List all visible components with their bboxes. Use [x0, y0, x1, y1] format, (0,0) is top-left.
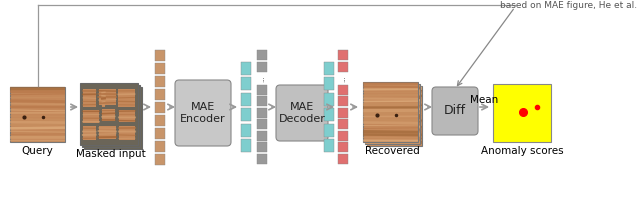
Text: Masked input: Masked input: [76, 149, 146, 159]
FancyBboxPatch shape: [257, 96, 267, 106]
FancyBboxPatch shape: [338, 108, 348, 118]
FancyBboxPatch shape: [241, 124, 251, 137]
FancyBboxPatch shape: [324, 93, 334, 106]
FancyBboxPatch shape: [432, 87, 478, 135]
FancyBboxPatch shape: [241, 77, 251, 90]
FancyBboxPatch shape: [155, 49, 165, 60]
FancyBboxPatch shape: [363, 82, 418, 142]
Text: based on MAE figure, He et al.: based on MAE figure, He et al.: [500, 1, 637, 10]
Text: ...: ...: [259, 75, 265, 82]
FancyBboxPatch shape: [257, 119, 267, 129]
FancyBboxPatch shape: [155, 75, 165, 86]
FancyBboxPatch shape: [257, 154, 267, 164]
FancyBboxPatch shape: [241, 108, 251, 121]
FancyBboxPatch shape: [155, 101, 165, 112]
FancyBboxPatch shape: [10, 87, 65, 142]
FancyBboxPatch shape: [175, 80, 231, 146]
FancyBboxPatch shape: [338, 50, 348, 60]
FancyBboxPatch shape: [493, 84, 551, 142]
FancyBboxPatch shape: [338, 119, 348, 129]
FancyBboxPatch shape: [367, 86, 422, 146]
FancyBboxPatch shape: [80, 83, 138, 145]
FancyBboxPatch shape: [338, 142, 348, 152]
FancyBboxPatch shape: [155, 127, 165, 138]
FancyBboxPatch shape: [257, 142, 267, 152]
Text: ...: ...: [340, 75, 346, 82]
FancyBboxPatch shape: [84, 87, 142, 149]
FancyBboxPatch shape: [365, 84, 420, 144]
FancyBboxPatch shape: [119, 110, 135, 122]
FancyBboxPatch shape: [155, 63, 165, 74]
FancyBboxPatch shape: [99, 89, 116, 105]
FancyBboxPatch shape: [155, 115, 165, 126]
Text: MAE
Decoder: MAE Decoder: [278, 102, 325, 124]
FancyBboxPatch shape: [241, 139, 251, 152]
FancyBboxPatch shape: [338, 131, 348, 141]
FancyBboxPatch shape: [155, 89, 165, 100]
FancyBboxPatch shape: [102, 91, 105, 107]
Text: Recovered: Recovered: [365, 146, 420, 156]
FancyBboxPatch shape: [118, 89, 134, 107]
FancyBboxPatch shape: [241, 93, 251, 106]
FancyBboxPatch shape: [155, 154, 165, 164]
FancyBboxPatch shape: [324, 62, 334, 75]
Text: Anomaly scores: Anomaly scores: [481, 146, 563, 156]
FancyBboxPatch shape: [257, 62, 267, 72]
FancyBboxPatch shape: [324, 108, 334, 121]
FancyBboxPatch shape: [82, 85, 140, 147]
FancyBboxPatch shape: [119, 126, 135, 140]
FancyBboxPatch shape: [338, 96, 348, 106]
FancyBboxPatch shape: [83, 89, 95, 107]
FancyBboxPatch shape: [257, 108, 267, 118]
FancyBboxPatch shape: [83, 126, 95, 140]
FancyBboxPatch shape: [257, 131, 267, 141]
FancyBboxPatch shape: [155, 140, 165, 152]
FancyBboxPatch shape: [257, 85, 267, 95]
FancyBboxPatch shape: [338, 62, 348, 72]
Text: Diff: Diff: [444, 104, 466, 118]
FancyBboxPatch shape: [276, 85, 328, 141]
FancyBboxPatch shape: [99, 126, 116, 139]
FancyBboxPatch shape: [102, 109, 115, 121]
Text: Mean: Mean: [470, 95, 498, 105]
FancyBboxPatch shape: [83, 110, 99, 123]
FancyBboxPatch shape: [324, 77, 334, 90]
FancyBboxPatch shape: [257, 50, 267, 60]
FancyBboxPatch shape: [324, 139, 334, 152]
FancyBboxPatch shape: [338, 154, 348, 164]
FancyBboxPatch shape: [324, 124, 334, 137]
Text: MAE
Encoder: MAE Encoder: [180, 102, 226, 124]
FancyBboxPatch shape: [241, 62, 251, 75]
FancyBboxPatch shape: [338, 85, 348, 95]
Text: Query: Query: [22, 146, 53, 156]
